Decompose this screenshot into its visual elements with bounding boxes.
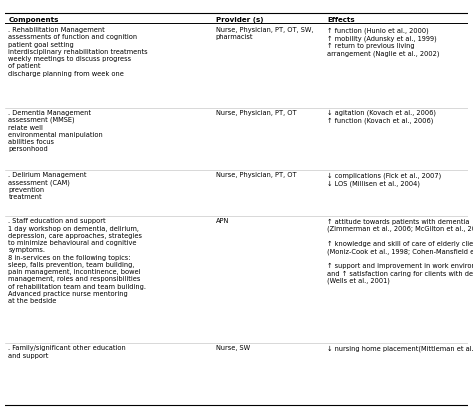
- Text: Nurse, Physician, PT, OT: Nurse, Physician, PT, OT: [216, 172, 296, 178]
- Text: Effects: Effects: [327, 17, 355, 23]
- Text: Provider (s): Provider (s): [216, 17, 263, 23]
- Text: . Delirium Management
assessment (CAM)
prevention
treatment: . Delirium Management assessment (CAM) p…: [9, 172, 87, 200]
- Text: ↓ complications (Fick et al., 2007)
↓ LOS (Millisen et al., 2004): ↓ complications (Fick et al., 2007) ↓ LO…: [327, 172, 441, 187]
- Text: ↑ attitude towards patients with dementia
(Zimmerman et al., 2006; McGilton et a: ↑ attitude towards patients with dementi…: [327, 218, 473, 284]
- Text: ↓ agitation (Kovach et al., 2006)
↑ function (Kovach et al., 2006): ↓ agitation (Kovach et al., 2006) ↑ func…: [327, 110, 436, 124]
- Text: Components: Components: [9, 17, 59, 23]
- Text: . Family/significant other education
and support: . Family/significant other education and…: [9, 345, 126, 358]
- Text: . Staff education and support
1 day workshop on dementia, delirium,
depression, : . Staff education and support 1 day work…: [9, 218, 147, 304]
- Text: Nurse, Physician, PT, OT: Nurse, Physician, PT, OT: [216, 110, 296, 115]
- Text: ↑ function (Hunio et al., 2000)
↑ mobility (Adunsky et al., 1999)
↑ return to pr: ↑ function (Hunio et al., 2000) ↑ mobili…: [327, 27, 439, 57]
- Text: . Rehabilitation Management
assessments of function and cognition
patient goal s: . Rehabilitation Management assessments …: [9, 27, 148, 76]
- Text: APN: APN: [216, 218, 229, 224]
- Text: Nurse, SW: Nurse, SW: [216, 345, 250, 351]
- Text: Nurse, Physician, PT, OT, SW,
pharmacist: Nurse, Physician, PT, OT, SW, pharmacist: [216, 27, 313, 40]
- Text: . Dementia Management
assessment (MMSE)
relate well
environmental manipulation
a: . Dementia Management assessment (MMSE) …: [9, 110, 103, 152]
- Text: ↓ nursing home placement(Mittleman et al., 1996): ↓ nursing home placement(Mittleman et al…: [327, 345, 473, 352]
